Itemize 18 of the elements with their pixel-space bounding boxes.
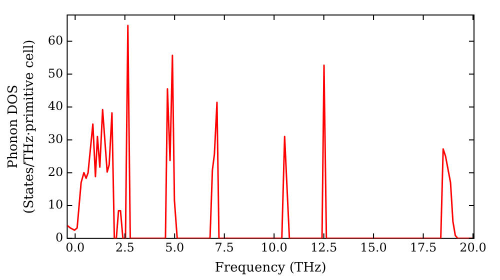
x-tick-label: 12.5 bbox=[310, 240, 338, 255]
x-axis-title: Frequency (THz) bbox=[214, 260, 326, 276]
y-tick-label: 30 bbox=[48, 132, 64, 146]
x-tick-label: 17.5 bbox=[410, 240, 437, 255]
y-tick-label: 20 bbox=[48, 164, 64, 179]
y-tick-label: 40 bbox=[48, 99, 64, 114]
x-tick-label: 7.5 bbox=[214, 240, 234, 255]
y-tick-label: 0 bbox=[56, 230, 64, 245]
y-tick-label: 60 bbox=[48, 33, 64, 48]
x-tick-label: 5.0 bbox=[165, 240, 184, 255]
x-tick-label: 0.0 bbox=[66, 240, 85, 255]
x-tick-label: 10.0 bbox=[260, 240, 288, 255]
y-tick-label: 50 bbox=[48, 66, 64, 80]
y-axis-title: Phonon DOS (States/THz·primitive cell) bbox=[6, 40, 37, 214]
x-tick-label: 15.0 bbox=[360, 240, 387, 255]
y-tick-label: 10 bbox=[48, 198, 64, 212]
x-tick-label: 2.5 bbox=[115, 240, 134, 255]
x-tick-label: 20.0 bbox=[460, 240, 486, 255]
